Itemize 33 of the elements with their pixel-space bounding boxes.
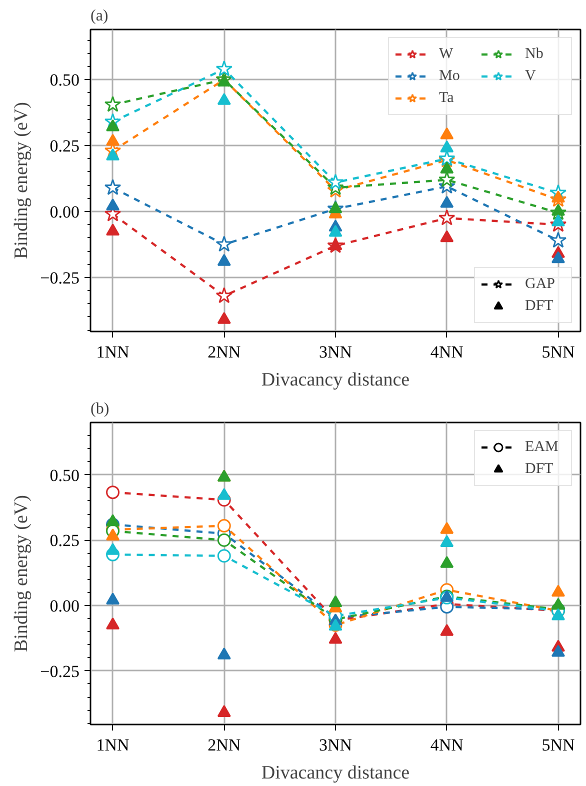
y-axis-title: Binding energy (eV)	[11, 495, 32, 652]
x-tick-label: 1NN	[96, 736, 130, 754]
y-axis-title: Binding energy (eV)	[11, 102, 32, 259]
y-tick-label: 0.00	[50, 202, 80, 222]
x-tick-label: 2NN	[208, 736, 241, 754]
legend-label: GAP	[525, 276, 556, 292]
x-tick-label: 3NN	[318, 342, 352, 362]
chart-title: (b)	[90, 400, 110, 418]
y-tick-label: 0.25	[50, 136, 80, 156]
x-tick-label: 1NN	[96, 342, 130, 362]
y-tick-label: 0.25	[50, 531, 80, 550]
x-tick-label: 4NN	[430, 342, 464, 362]
legend-label: Nb	[525, 46, 544, 62]
legend-label: DFT	[525, 298, 554, 314]
y-tick-label: −0.25	[40, 268, 80, 288]
x-tick-label: 5NN	[542, 342, 575, 362]
y-tick-label: 0.50	[50, 70, 80, 90]
chart-title: (a)	[90, 8, 108, 24]
x-tick-label: 2NN	[208, 342, 241, 362]
x-tick-label: 3NN	[318, 736, 352, 754]
x-axis-title: Divacancy distance	[261, 762, 410, 784]
y-tick-label: 0.00	[50, 596, 80, 616]
legend-label: Ta	[439, 90, 455, 106]
legend-label: W	[439, 46, 454, 62]
x-tick-label: 4NN	[430, 736, 464, 754]
legend-label: Mo	[439, 68, 461, 84]
legend-label: EAM	[525, 438, 560, 456]
y-tick-label: 0.50	[50, 466, 80, 485]
x-axis-title: Divacancy distance	[261, 370, 410, 390]
legend-label: DFT	[525, 460, 554, 478]
legend-label: V	[525, 68, 537, 84]
y-tick-label: −0.25	[40, 662, 80, 681]
x-tick-label: 5NN	[542, 736, 575, 754]
